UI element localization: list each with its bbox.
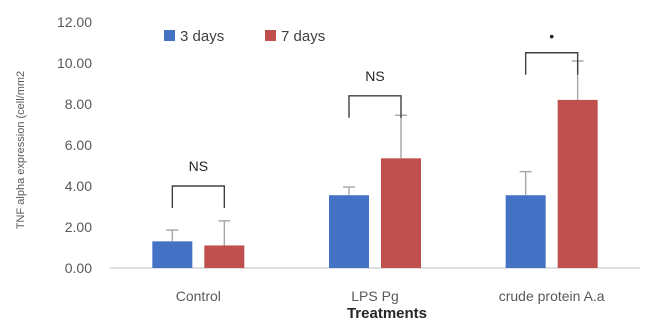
significance-label: • — [549, 28, 554, 44]
bar-day7-2 — [557, 99, 598, 269]
significance-brackets: NS NS • — [171, 28, 579, 208]
y-axis-title: TNF alpha expression (cell/mm2 — [15, 71, 27, 229]
category-label: LPS Pg — [351, 288, 398, 304]
y-tick-label: 10.00 — [57, 55, 92, 71]
bar-day3-2 — [505, 195, 546, 268]
category-label: crude protein A.a — [499, 288, 605, 304]
y-tick-label: 6.00 — [65, 137, 92, 153]
bar-day3-1 — [329, 195, 369, 268]
legend-swatch — [265, 30, 276, 41]
y-tick-label: 2.00 — [65, 219, 92, 235]
significance-bracket — [171, 185, 226, 208]
y-tick-label: 8.00 — [65, 96, 92, 112]
category-labels: Control LPS Pg crude protein A.a — [176, 288, 605, 304]
significance-bracket — [348, 95, 402, 118]
legend-label: 7 days — [281, 28, 325, 45]
legend-label: 3 days — [180, 28, 224, 45]
significance-bracket — [524, 52, 579, 75]
significance-label: NS — [365, 68, 384, 84]
x-axis-title: Treatments — [347, 305, 427, 322]
bar-day3-0 — [152, 241, 193, 268]
y-tick-label: 0.00 — [65, 260, 92, 276]
bars — [152, 99, 598, 269]
y-tick-label: 12.00 — [57, 14, 92, 30]
legend: 3 days 7 days — [164, 28, 325, 45]
y-axis-ticks: 0.00 2.00 4.00 6.00 8.00 10.00 12.00 — [57, 14, 92, 276]
legend-swatch — [164, 30, 175, 41]
y-tick-label: 4.00 — [65, 178, 92, 194]
bar-day7-0 — [204, 245, 245, 268]
significance-label: NS — [189, 158, 208, 174]
category-label: Control — [176, 288, 221, 304]
bar-day7-1 — [381, 158, 421, 268]
